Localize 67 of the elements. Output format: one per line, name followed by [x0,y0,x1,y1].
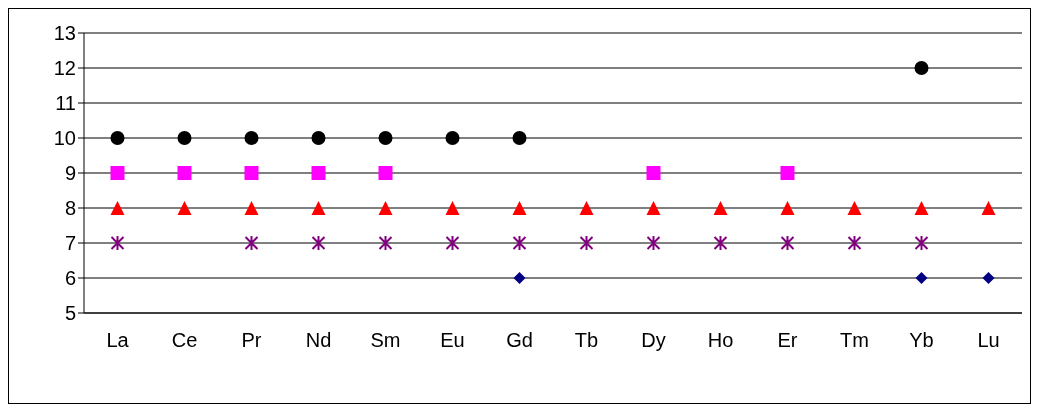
point [110,131,125,145]
point [646,235,661,251]
y-tick-label: 13 [53,22,76,45]
point [110,166,125,180]
point [445,131,460,145]
point [244,201,259,215]
point [378,131,393,145]
point [646,201,661,215]
x-tick-label: Ho [707,329,734,352]
point [378,201,393,215]
point [244,166,259,180]
x-tick-label: Ce [171,329,198,352]
point [445,201,460,215]
point [110,235,125,251]
point [110,201,125,215]
point [646,166,661,180]
point [981,201,996,215]
x-tick-label: La [106,329,130,352]
y-tick-label: 9 [64,162,76,185]
x-tick-label: Yb [909,329,934,352]
point [311,166,326,180]
point [512,131,527,145]
y-tick-label: 6 [64,267,76,290]
x-tick-label: Sm [370,329,401,352]
x-tick-label: Tb [574,329,599,352]
y-tick-label: 11 [55,92,76,115]
point [512,201,527,215]
point [914,61,929,75]
point [378,166,393,180]
point [579,235,594,251]
x-tick-label: Dy [641,329,666,352]
point [177,201,192,215]
point [445,235,460,251]
x-tick-label: Er [777,329,798,352]
point [915,272,928,284]
point [177,131,192,145]
y-tick-label: 5 [64,302,76,325]
x-tick-label: Pr [241,329,262,352]
x-tick-label: Lu [977,329,1000,352]
point [982,272,995,284]
point [713,201,728,215]
x-tick-label: Gd [506,329,533,352]
point [513,272,526,284]
x-tick-label: Eu [440,329,465,352]
y-tick-label: 10 [53,127,76,150]
point [579,201,594,215]
x-tick-label: Nd [305,329,332,352]
point [177,166,192,180]
point [847,235,862,251]
y-tick-label: 7 [64,232,76,255]
y-tick-label: 12 [53,57,76,80]
point [311,131,326,145]
point [244,131,259,145]
point [244,235,259,251]
point [713,235,728,251]
point [914,235,929,251]
x-tick-label: Tm [840,329,869,352]
y-tick-label: 8 [64,197,76,220]
point [780,201,795,215]
point [311,235,326,251]
point [780,235,795,251]
point [512,235,527,251]
point [914,201,929,215]
point [378,235,393,251]
point [780,166,795,180]
point [311,201,326,215]
point [847,201,862,215]
